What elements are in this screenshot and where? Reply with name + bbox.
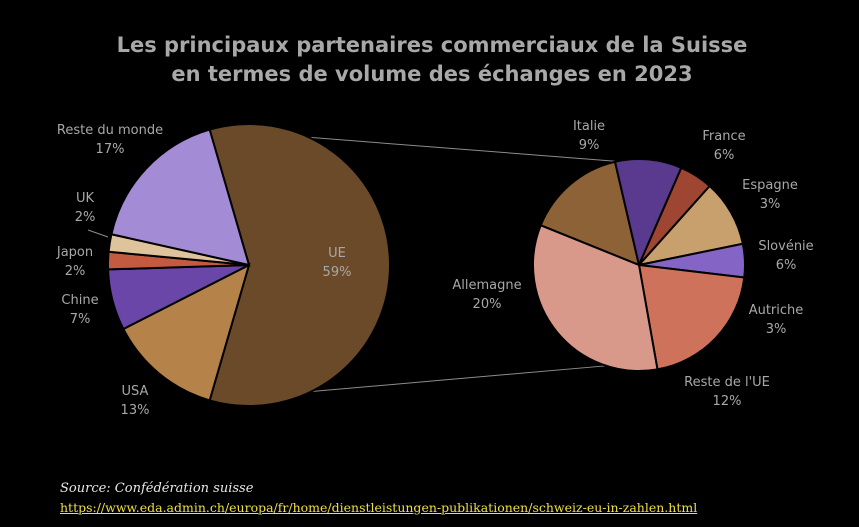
main-pie <box>107 123 391 407</box>
main-label-uk: UK 2% <box>75 191 96 225</box>
sub-label-reste-de-l-ue: Reste de l'UE 12% <box>684 375 770 409</box>
sub-slice-italie <box>539 160 641 267</box>
main-slice-reste-du-monde <box>110 128 251 267</box>
main-label-reste-du-monde: Reste du monde 17% <box>57 123 163 157</box>
main-label-ue: UE 59% <box>323 246 352 280</box>
source-note: Source: Confédération suisse <box>60 481 254 496</box>
sub-slice-allemagne <box>532 223 659 372</box>
sub-slice-reste-de-l-ue <box>637 263 746 371</box>
chart-title-line-1: Les principaux partenaires commerciaux d… <box>117 33 748 57</box>
sub-label-slovenie: Slovénie 6% <box>758 239 813 273</box>
main-slice-ue <box>208 123 391 407</box>
secondary-pie <box>532 158 746 372</box>
source-link[interactable]: https://www.eda.admin.ch/europa/fr/home/… <box>60 500 698 515</box>
sub-label-italie: Italie 9% <box>573 119 605 153</box>
chart-title-line-2: en termes de volume des échanges en 2023 <box>171 62 692 86</box>
data-labels: UE 59% USA 13% Chine 7% Japon 2% UK 2% Reste du mo… <box>56 119 814 418</box>
main-label-chine: Chine 7% <box>61 293 98 327</box>
main-slice-usa <box>122 263 251 402</box>
leader-line-uk <box>87 229 109 238</box>
main-label-usa: USA 13% <box>121 384 150 418</box>
sub-label-espagne: Espagne 3% <box>742 178 798 212</box>
sub-label-autriche: Autriche 3% <box>749 303 804 337</box>
sub-label-france: France 6% <box>702 129 745 163</box>
main-label-japon: Japon 2% <box>56 245 93 279</box>
sub-label-allemagne: Allemagne 20% <box>452 278 521 312</box>
